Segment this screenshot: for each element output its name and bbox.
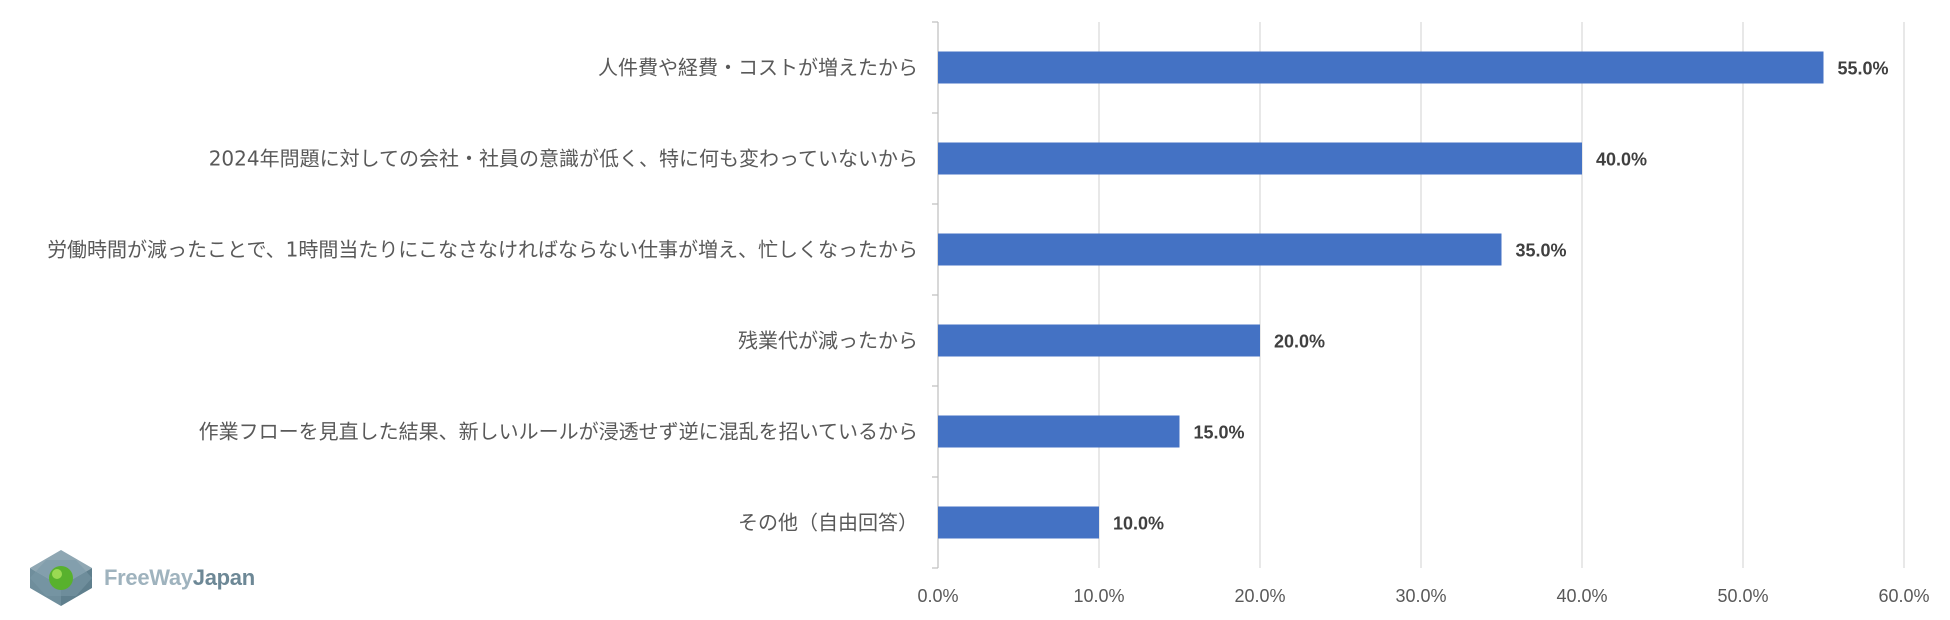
category-label: 人件費や経費・コストが増えたから bbox=[598, 56, 918, 80]
cube-logo-icon bbox=[30, 550, 92, 606]
logo-text-freeway: FreeWay bbox=[104, 565, 193, 590]
data-label: 40.0% bbox=[1596, 150, 1647, 170]
logo-text: FreeWayJapan bbox=[104, 565, 255, 591]
x-tick-label: 20.0% bbox=[1234, 586, 1285, 606]
data-label: 55.0% bbox=[1838, 59, 1889, 79]
gridlines bbox=[932, 21, 1905, 569]
bar bbox=[938, 142, 1582, 175]
category-label: 労働時間が減ったことで、1時間当たりにこなさなければならない仕事が増え、忙しくな… bbox=[47, 238, 918, 262]
category-label: 2024年問題に対しての会社・社員の意識が低く、特に何も変わっていないから bbox=[209, 147, 918, 171]
x-tick-label: 50.0% bbox=[1717, 586, 1768, 606]
x-tick-label: 10.0% bbox=[1073, 586, 1124, 606]
logo-text-japan: Japan bbox=[192, 565, 255, 590]
data-label: 35.0% bbox=[1516, 241, 1567, 261]
bar bbox=[938, 51, 1824, 84]
category-label: 残業代が減ったから bbox=[738, 329, 918, 353]
x-tick-label: 0.0% bbox=[917, 586, 958, 606]
x-tick-label: 60.0% bbox=[1878, 586, 1929, 606]
category-label: 作業フローを見直した結果、新しいルールが浸透せず逆に混乱を招いているから bbox=[199, 420, 918, 444]
bar bbox=[938, 324, 1260, 357]
freewayjapan-logo: FreeWayJapan bbox=[26, 548, 255, 608]
bar bbox=[938, 506, 1099, 539]
data-label: 10.0% bbox=[1113, 514, 1164, 534]
bar bbox=[938, 415, 1180, 448]
data-label: 20.0% bbox=[1274, 332, 1325, 352]
labels: 0.0% 10.0% 20.0% 30.0% 40.0% 50.0% 60.0% 人件費や経費… bbox=[47, 56, 1929, 607]
category-label: その他（自由回答） bbox=[738, 511, 918, 535]
bar bbox=[938, 233, 1502, 266]
bars bbox=[938, 51, 1824, 539]
x-tick-label: 30.0% bbox=[1395, 586, 1446, 606]
x-tick-label: 40.0% bbox=[1556, 586, 1607, 606]
data-label: 15.0% bbox=[1194, 423, 1245, 443]
